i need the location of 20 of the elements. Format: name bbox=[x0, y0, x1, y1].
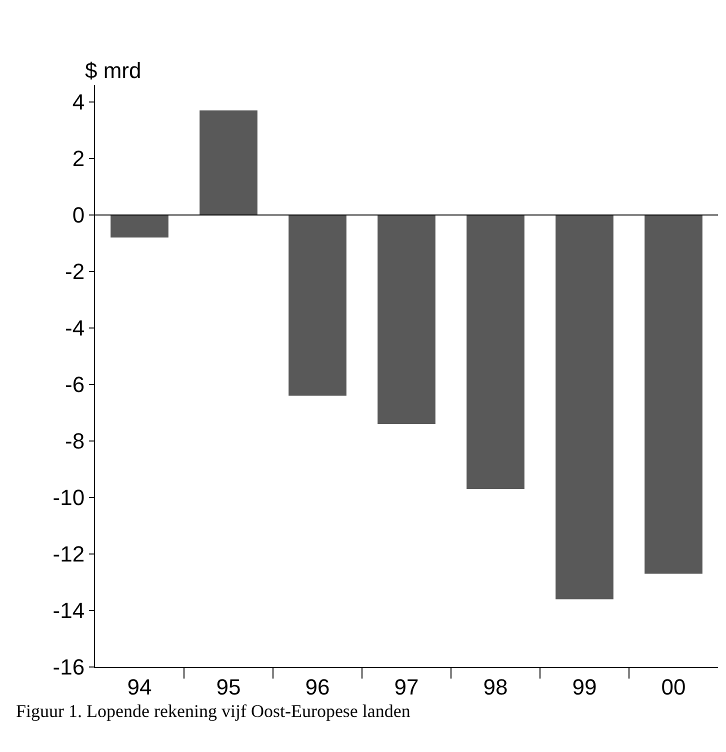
x-tick-label: 00 bbox=[661, 674, 686, 700]
x-tick-label: 98 bbox=[483, 674, 508, 700]
y-tick-label: -4 bbox=[65, 316, 85, 341]
x-tick-label: 99 bbox=[572, 674, 597, 700]
text: Figuur 1. Lopende rekening vijf Oost-Europese landen bbox=[16, 701, 410, 721]
y-tick-label: 4 bbox=[72, 90, 85, 115]
y-tick-label: -8 bbox=[65, 428, 85, 454]
x-tick-label: 95 bbox=[216, 674, 241, 700]
x-tick-label: 97 bbox=[394, 674, 419, 700]
y-tick-label: -14 bbox=[52, 598, 85, 624]
y-tick-label: -10 bbox=[52, 485, 85, 510]
y-tick-label: 0 bbox=[72, 202, 85, 228]
y-tick-label: 2 bbox=[72, 146, 85, 172]
y-tick-label: -12 bbox=[52, 542, 85, 567]
y-tick-label: -16 bbox=[52, 654, 85, 680]
x-tick-label: 96 bbox=[305, 674, 330, 700]
y-tick-label: -6 bbox=[65, 372, 85, 398]
y-tick-label: -2 bbox=[65, 259, 85, 284]
x-tick-label: 94 bbox=[127, 674, 152, 700]
y-axis-title: $ mrd bbox=[85, 58, 142, 83]
